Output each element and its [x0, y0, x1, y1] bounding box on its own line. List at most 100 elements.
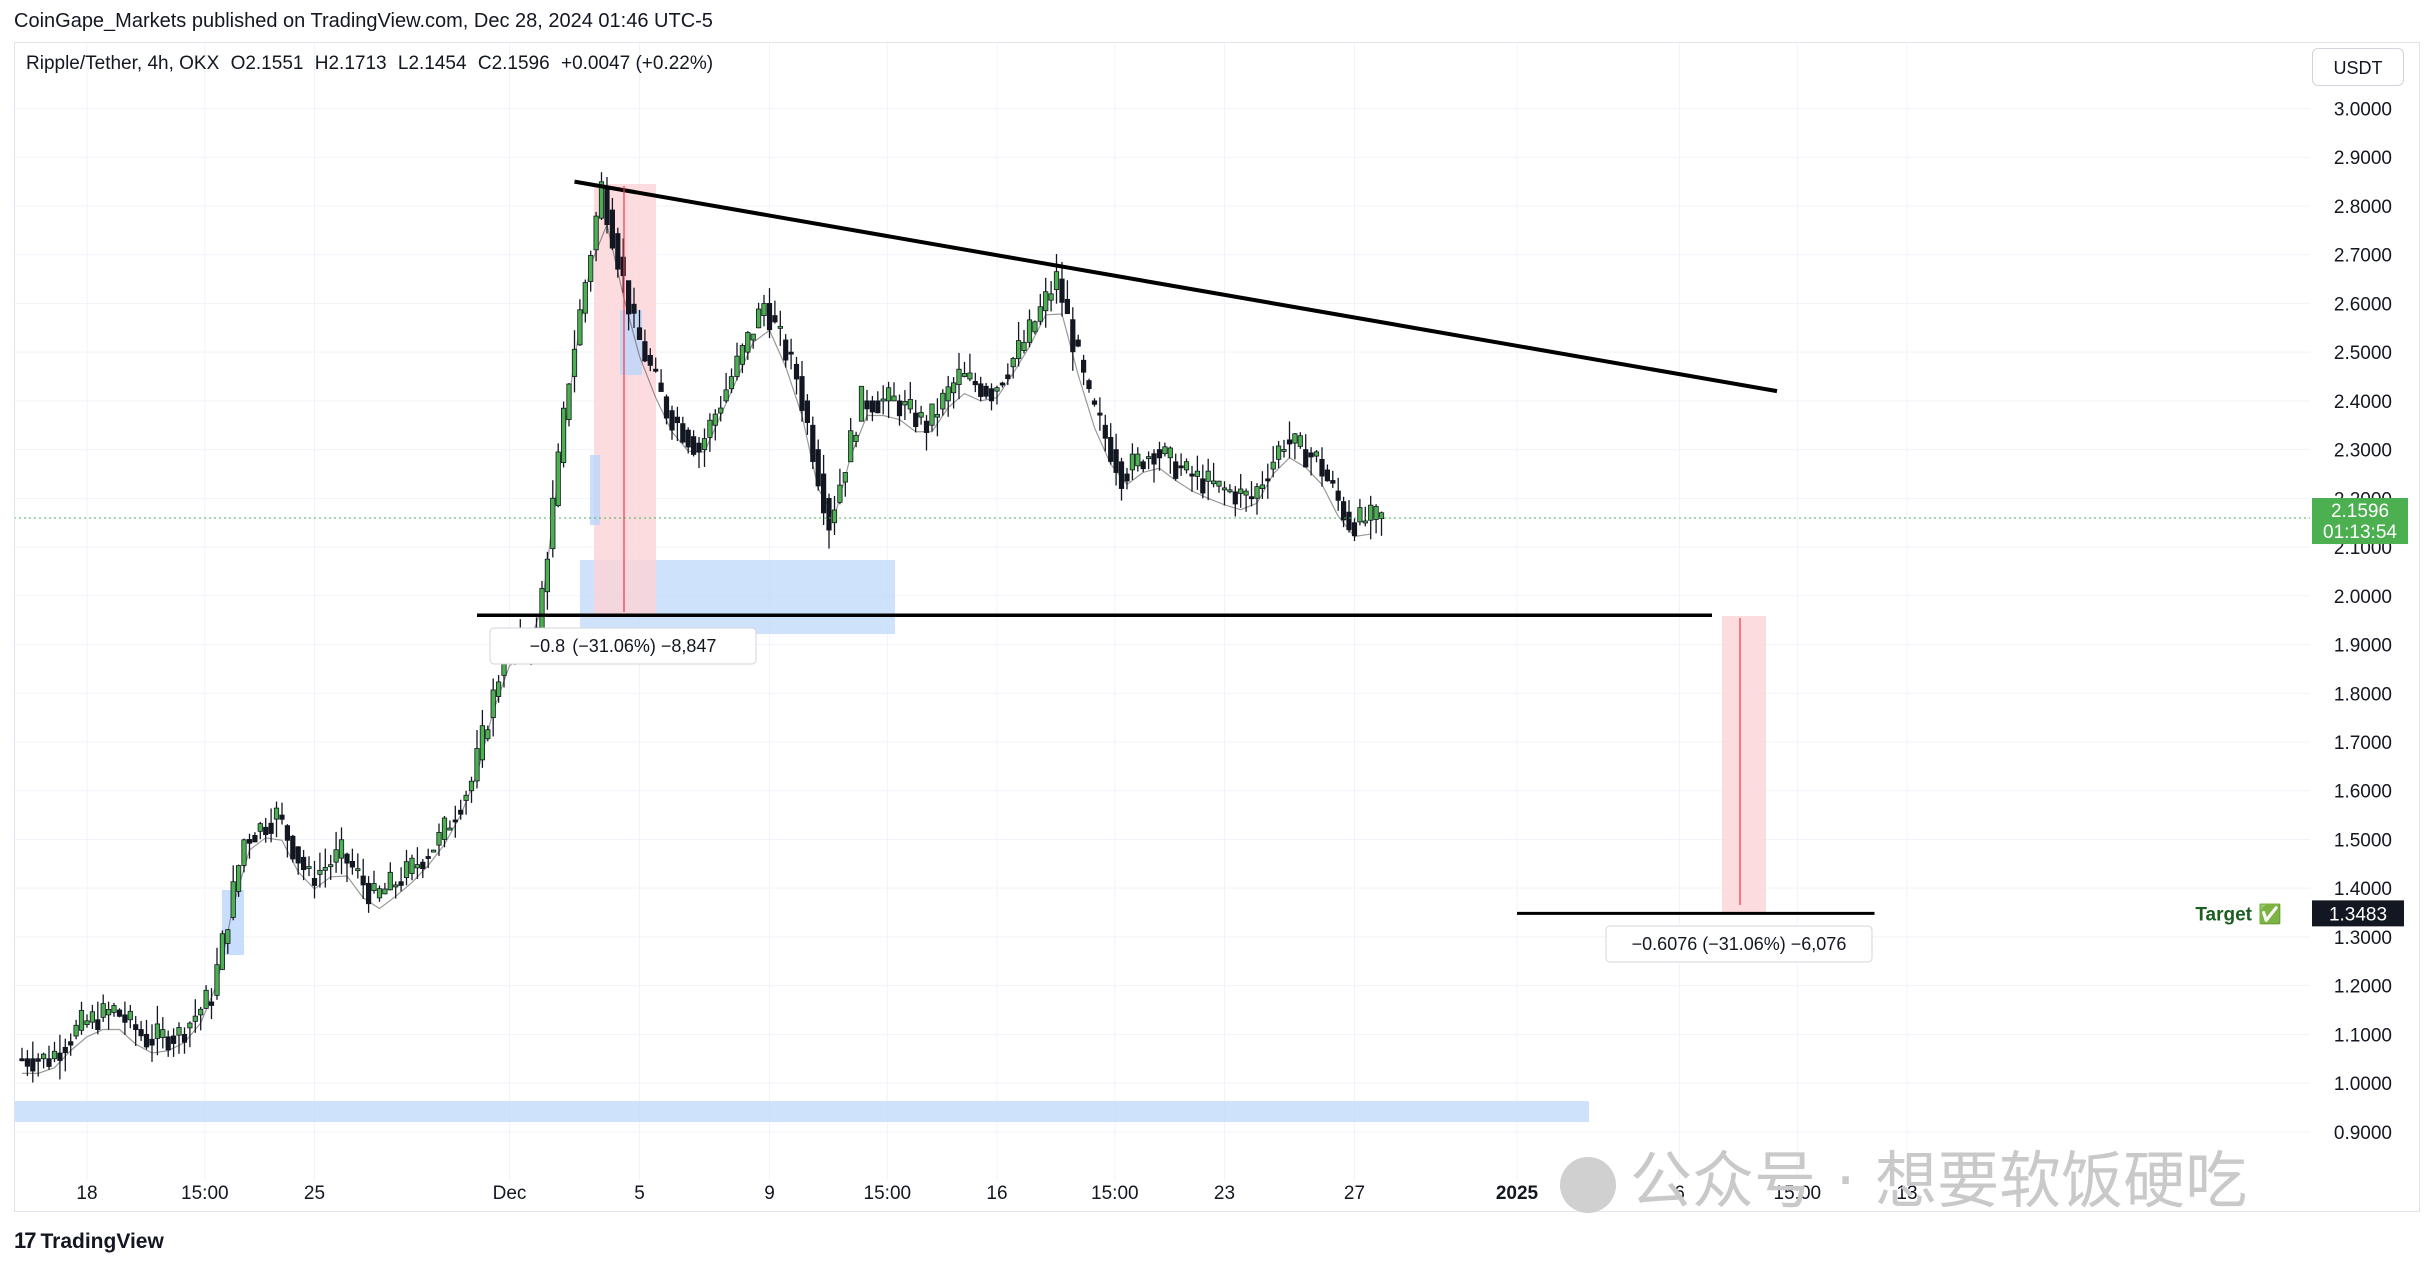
- candle-body: [810, 424, 816, 462]
- candle-body: [420, 861, 426, 870]
- candle-body: [956, 368, 962, 386]
- candle-body: [940, 392, 946, 410]
- candle-body: [208, 1001, 215, 1006]
- symbol-name[interactable]: Ripple/Tether, 4h, OKX: [26, 53, 220, 74]
- price-tick-label: 2.9000: [2334, 148, 2392, 169]
- currency-button[interactable]: USDT: [2312, 48, 2404, 86]
- candle-body: [1221, 487, 1228, 491]
- candle-body: [680, 423, 686, 443]
- candle-body: [1140, 461, 1146, 470]
- candle-body: [219, 933, 225, 970]
- candle-body: [279, 814, 285, 820]
- candle-body: [1297, 435, 1303, 447]
- candle-body: [691, 436, 697, 455]
- candle-body: [837, 484, 843, 503]
- candle-body: [631, 303, 637, 314]
- candle-body: [864, 400, 870, 410]
- candle-body: [707, 419, 713, 438]
- descending-trendline: [574, 179, 1778, 394]
- candle-body: [1167, 447, 1173, 459]
- time-tick-label: 27: [1344, 1183, 1365, 1204]
- candle-body: [1238, 488, 1244, 494]
- candle-body: [225, 929, 231, 944]
- candle-body: [1053, 271, 1060, 291]
- measure-label-upper: −0.8 (−31.06%) −8,847: [530, 636, 717, 656]
- chart-drawings: Target ✅ −0.8 (−31.06%) −8,847 −0.6076 (−31…: [14, 179, 2310, 963]
- candle-body: [577, 309, 583, 346]
- candle-body: [663, 396, 670, 419]
- candle-body: [284, 825, 291, 841]
- candle-body: [658, 382, 664, 392]
- candle-body: [160, 1029, 166, 1039]
- candle-body: [84, 1020, 90, 1026]
- candle-body: [19, 1058, 25, 1062]
- candle-body: [376, 888, 383, 899]
- price-tick-label: 1.4000: [2334, 879, 2392, 900]
- candle-body: [290, 835, 296, 860]
- candle-body: [41, 1053, 47, 1060]
- candle-body: [436, 831, 442, 846]
- candle-body: [382, 888, 388, 895]
- candle-body: [447, 827, 453, 831]
- candle-body: [1183, 461, 1190, 471]
- candle-body: [387, 871, 393, 891]
- candle-body: [1200, 478, 1206, 494]
- measure-label-lower-box: [1605, 925, 1873, 963]
- candle-body: [1211, 480, 1217, 485]
- candle-body: [192, 1015, 198, 1022]
- candle-body: [1303, 449, 1309, 468]
- candle-body: [598, 181, 605, 219]
- candle-body: [978, 383, 984, 397]
- tradingview-logo[interactable]: 17 TradingView: [14, 1228, 164, 1254]
- candle-body: [468, 780, 475, 792]
- check-icon: ✅: [2258, 902, 2282, 925]
- candle-body: [62, 1046, 68, 1054]
- bar-countdown: 01:13:54: [2323, 522, 2397, 543]
- demand-zone-bottom: [14, 1101, 1589, 1122]
- candle-body: [1205, 470, 1211, 482]
- candle-body: [685, 429, 691, 448]
- candle-body: [566, 383, 572, 420]
- measure-label-lower: −0.6076 (−31.06%) −6,076: [1632, 934, 1847, 954]
- candle-body: [122, 1014, 128, 1023]
- measure-label-upper-box: [489, 627, 757, 665]
- candle-body: [842, 472, 848, 483]
- candle-body: [777, 325, 783, 329]
- candle-body: [902, 401, 908, 406]
- price-tick-label: 1.3000: [2334, 928, 2392, 949]
- candle-body: [1113, 449, 1119, 473]
- candle-body: [1059, 278, 1065, 303]
- candle-body: [479, 725, 486, 761]
- candle-body: [495, 681, 502, 697]
- candle-body: [848, 430, 854, 463]
- candle-body: [1259, 484, 1265, 489]
- candle-body: [1102, 424, 1108, 439]
- candle-body: [143, 1033, 150, 1048]
- candle-body: [441, 817, 448, 840]
- low-value: L2.1454: [397, 53, 467, 74]
- candle-body: [1330, 480, 1336, 484]
- change-value: +0.0047 (+0.22%): [560, 53, 714, 74]
- time-tick-label: 13: [1896, 1183, 1917, 1204]
- target-label: Target: [2195, 904, 2252, 925]
- candle-body: [241, 839, 247, 866]
- candle-body: [338, 839, 345, 859]
- candle-body: [35, 1058, 41, 1062]
- candle-body: [393, 884, 399, 888]
- candle-body: [355, 868, 361, 872]
- candle-body: [1276, 445, 1282, 460]
- price-tick-label: 2.0000: [2334, 587, 2392, 608]
- candle-body: [116, 1009, 123, 1017]
- candle-body: [490, 689, 496, 719]
- candle-body: [701, 438, 708, 451]
- candle-body: [1026, 319, 1033, 343]
- candle-body: [317, 869, 323, 875]
- candle-body: [756, 308, 762, 329]
- price-tick-label: 2.6000: [2334, 294, 2392, 315]
- candle-body: [1194, 470, 1200, 477]
- candle-body: [149, 1038, 155, 1046]
- candle-body: [133, 1024, 139, 1031]
- candle-body: [647, 354, 653, 366]
- candle-body: [604, 186, 610, 226]
- last-price-badge: [2312, 498, 2408, 545]
